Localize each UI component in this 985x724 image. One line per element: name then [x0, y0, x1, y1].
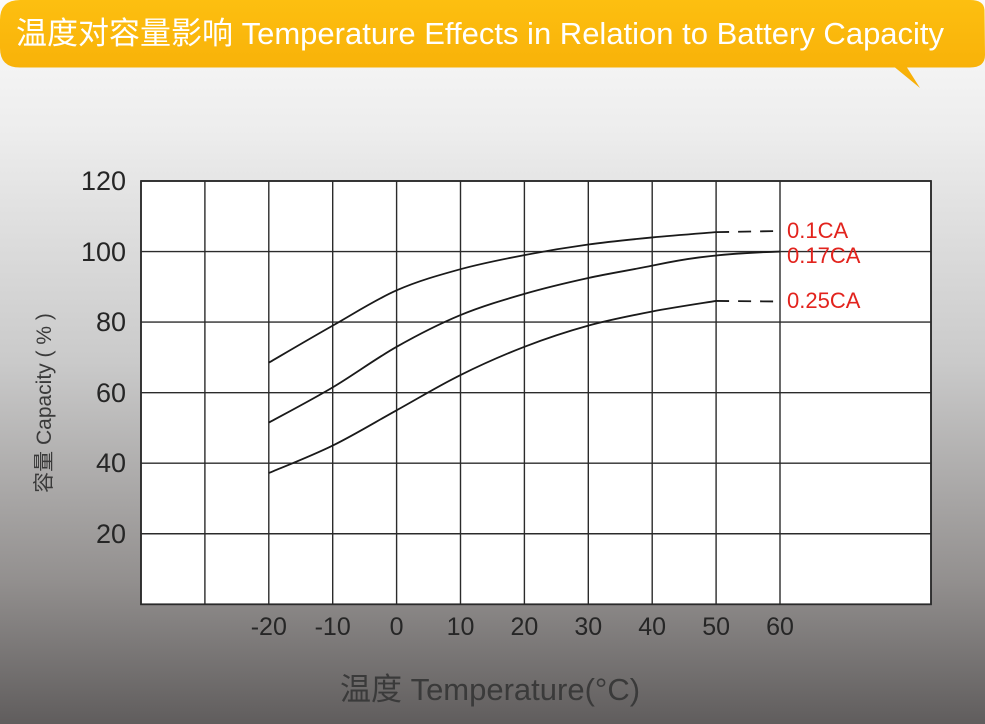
svg-text:0.25CA: 0.25CA [787, 288, 861, 313]
svg-text:0.1CA: 0.1CA [787, 218, 848, 243]
svg-text:0.17CA: 0.17CA [787, 243, 861, 268]
